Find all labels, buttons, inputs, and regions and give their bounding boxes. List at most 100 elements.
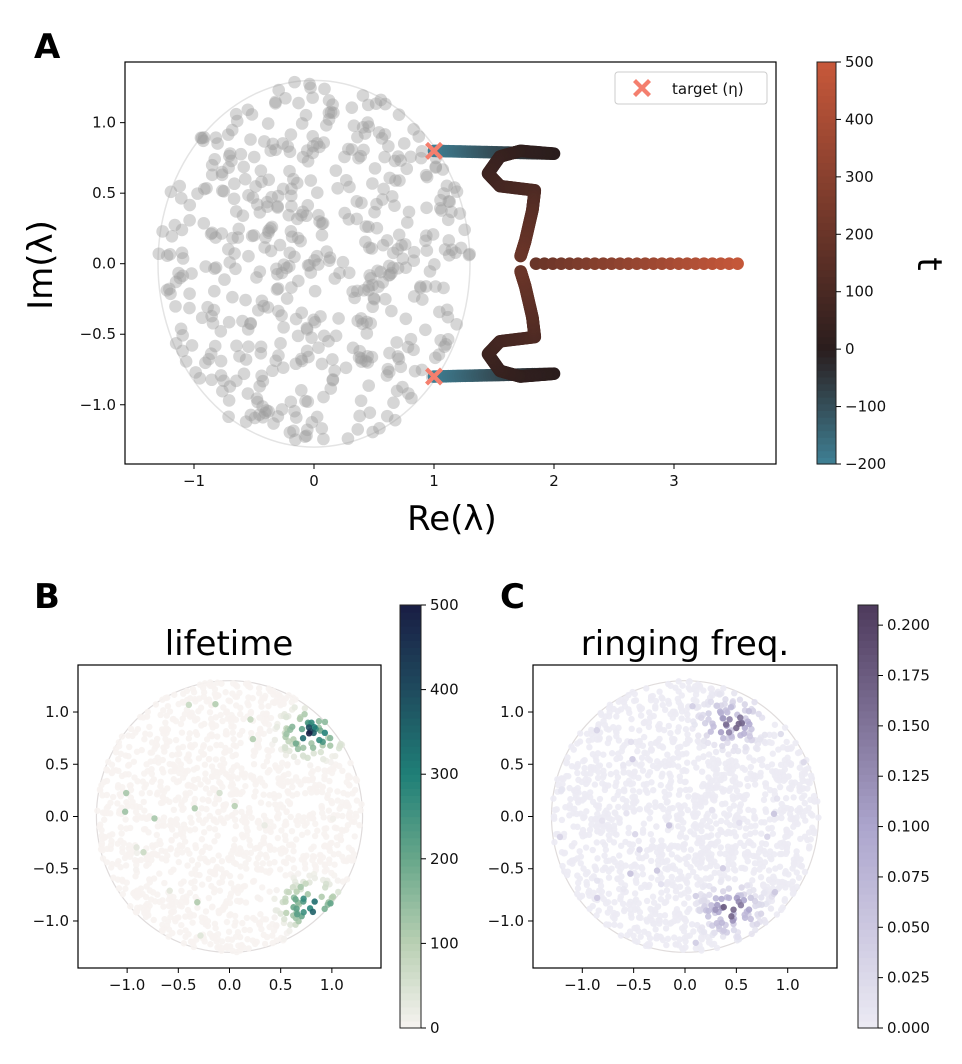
eigenvalue-point: [757, 874, 765, 881]
eigenvalue-point: [276, 846, 284, 854]
x-tick-label: 0.0: [673, 976, 697, 994]
eigenvalue-point: [206, 709, 214, 716]
eigenvalue-point: [636, 909, 644, 916]
eigenvalue-point: [623, 798, 630, 805]
eigenvalue-point: [382, 259, 396, 273]
eigenvalue-point: [144, 708, 152, 716]
eigenvalue-point: [293, 836, 300, 843]
eigenvalue-point: [686, 678, 693, 685]
eigenvalue-point: [586, 892, 593, 899]
eigenvalue-point: [311, 874, 318, 882]
eigenvalue-point: [321, 862, 329, 869]
eigenvalue-point: [279, 804, 287, 811]
eigenvalue-point: [624, 804, 631, 811]
eigenvalue-point: [350, 195, 364, 208]
eigenvalue-point: [222, 161, 235, 175]
eigenvalue-point: [688, 921, 696, 928]
eigenvalue-point: [611, 915, 618, 922]
eigenvalue-point: [292, 740, 300, 747]
eigenvalue-point: [679, 825, 687, 833]
eigenvalue-point: [320, 755, 327, 763]
eigenvalue-point: [689, 810, 697, 818]
eigenvalue-point: [642, 852, 650, 860]
eigenvalue-point: [664, 935, 672, 943]
eigenvalue-point: [241, 387, 255, 400]
colorbar-segment: [858, 724, 878, 733]
eigenvalue-point: [354, 394, 368, 408]
eigenvalue-point: [192, 842, 199, 849]
eigenvalue-point: [589, 846, 596, 854]
eigenvalue-point: [277, 258, 291, 272]
eigenvalue-point: [608, 750, 616, 757]
eigenvalue-point: [311, 898, 318, 905]
eigenvalue-point: [225, 123, 239, 137]
eigenvalue-point: [712, 895, 720, 902]
eigenvalue-point: [206, 732, 214, 739]
eigenvalue-point: [292, 274, 305, 288]
eigenvalue-point: [372, 280, 385, 293]
eigenvalue-point: [419, 234, 432, 248]
eigenvalue-point: [210, 889, 218, 896]
eigenvalue-point: [189, 919, 196, 926]
eigenvalue-point: [291, 704, 298, 711]
eigenvalue-point: [787, 760, 795, 767]
eigenvalue-point: [283, 246, 297, 260]
eigenvalue-point: [415, 145, 429, 158]
x-tick-label: −1.0: [564, 976, 600, 994]
eigenvalue-point: [191, 878, 198, 885]
eigenvalue-point: [265, 721, 273, 728]
eigenvalue-point: [298, 430, 312, 443]
eigenvalue-point: [741, 701, 749, 708]
target-x-marker-icon: [633, 79, 651, 97]
colorbar-segment: [858, 999, 878, 1008]
eigenvalue-point: [568, 743, 575, 750]
eigenvalue-point: [374, 93, 388, 107]
eigenvalue-point: [242, 782, 249, 790]
eigenvalue-point: [261, 940, 269, 948]
eigenvalue-point: [245, 804, 253, 812]
colorbar-segment: [400, 971, 421, 980]
eigenvalue-point: [730, 866, 738, 873]
eigenvalue-point: [320, 843, 328, 850]
eigenvalue-point: [662, 814, 669, 821]
colorbar-tick-label: 300: [430, 765, 459, 783]
eigenvalue-point: [208, 153, 222, 166]
eigenvalue-point: [270, 262, 283, 276]
eigenvalue-point: [202, 352, 216, 366]
eigenvalue-point: [445, 205, 458, 219]
eigenvalue-point: [574, 885, 582, 892]
eigenvalue-point: [180, 690, 187, 697]
eigenvalue-point: [324, 105, 338, 119]
eigenvalue-point: [195, 755, 203, 762]
eigenvalue-point: [154, 823, 162, 830]
eigenvalue-point: [621, 906, 628, 913]
eigenvalue-point: [180, 878, 187, 885]
colorbar-segment: [858, 950, 878, 959]
eigenvalue-point: [782, 884, 789, 891]
eigenvalue-point: [186, 910, 194, 917]
eigenvalue-point: [355, 196, 368, 210]
eigenvalue-point: [288, 404, 301, 418]
eigenvalue-point: [656, 688, 663, 695]
eigenvalue-point: [108, 761, 116, 768]
eigenvalue-point: [239, 788, 246, 796]
eigenvalue-point: [153, 841, 160, 849]
eigenvalue-point: [198, 836, 206, 843]
eigenvalue-point: [185, 735, 193, 742]
eigenvalue-point: [238, 172, 252, 186]
eigenvalue-point: [240, 715, 247, 723]
colorbar-segment: [817, 108, 836, 117]
eigenvalue-point: [170, 806, 178, 814]
eigenvalue-point: [269, 95, 282, 109]
eigenvalue-point: [242, 249, 255, 263]
eigenvalue-point: [350, 851, 358, 858]
eigenvalue-point: [744, 858, 751, 865]
eigenvalue-point: [653, 848, 661, 856]
eigenvalue-point: [438, 340, 451, 354]
eigenvalue-point: [211, 686, 219, 693]
eigenvalue-point: [637, 933, 644, 940]
eigenvalue-point: [605, 761, 613, 769]
eigenvalue-point: [246, 809, 253, 817]
eigenvalue-point: [247, 150, 261, 164]
eigenvalue-point: [164, 702, 172, 710]
